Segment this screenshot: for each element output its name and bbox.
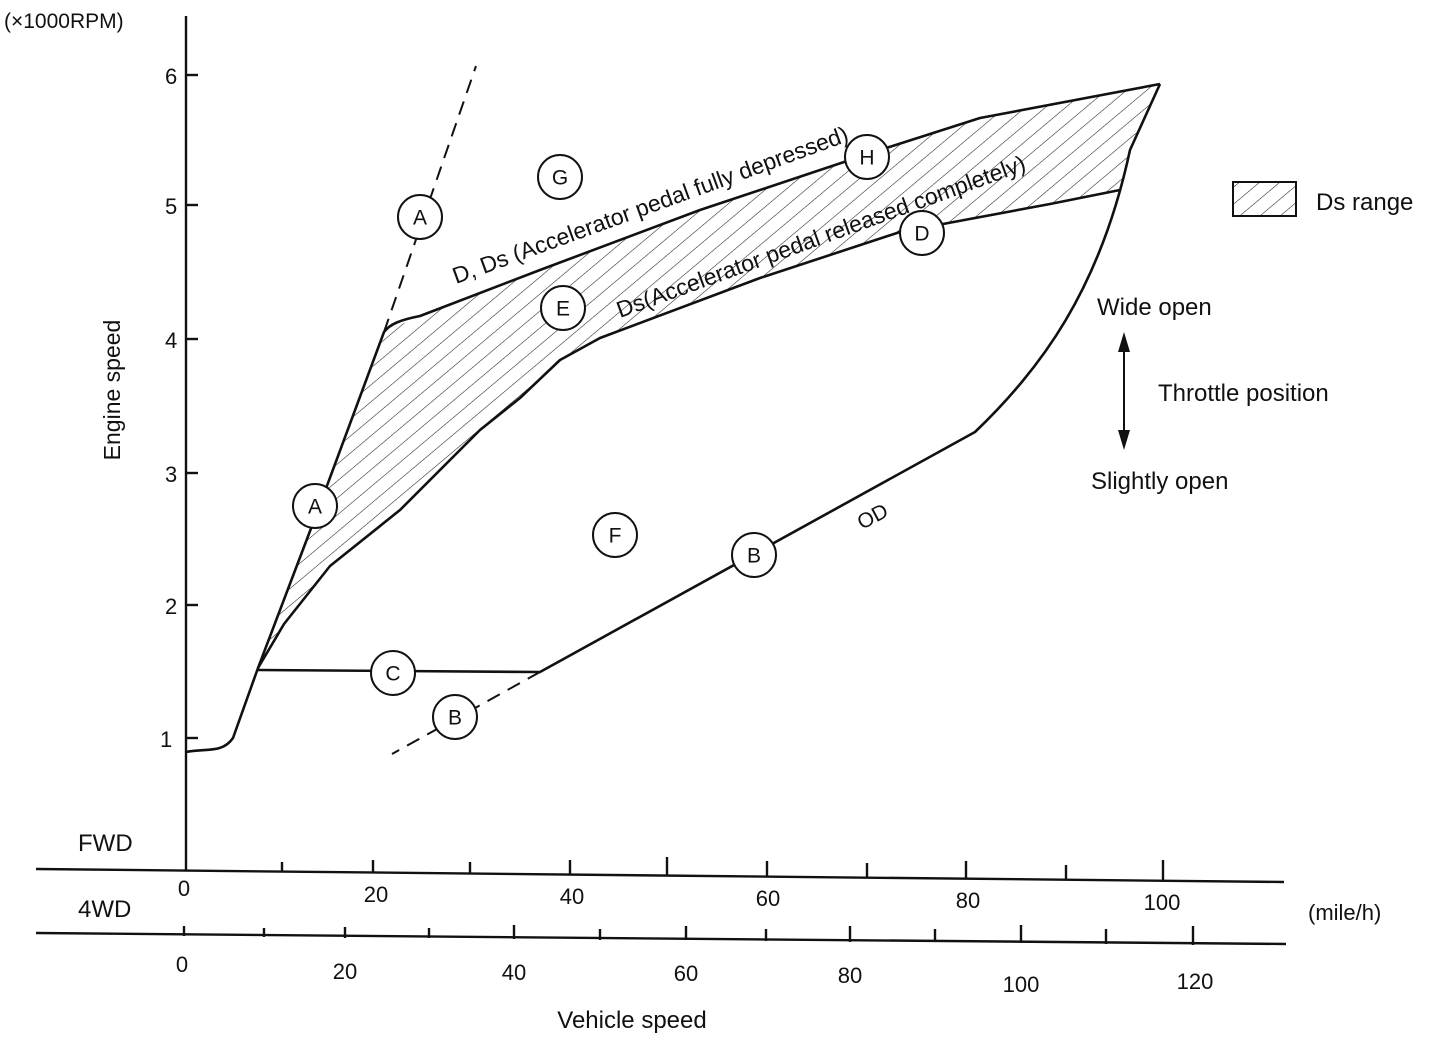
svg-text:F: F <box>609 525 622 548</box>
awd-axis-line <box>35 931 1287 946</box>
awd-tick-label-20: 20 <box>333 959 357 984</box>
marker-c: C <box>370 650 416 696</box>
x-axis-title: Vehicle speed <box>557 1007 706 1034</box>
fwd-tick-label-100: 100 <box>1144 890 1181 915</box>
od-curve <box>257 83 1162 674</box>
lower-b-dashed-line <box>391 671 541 755</box>
marker-a-upper: A <box>397 194 443 240</box>
svg-text:H: H <box>859 147 874 170</box>
legend-label: Ds range <box>1316 189 1413 216</box>
y-tick-label-3: 3 <box>165 462 177 487</box>
svg-text:G: G <box>552 167 568 190</box>
y-tick-label-6: 6 <box>165 64 177 89</box>
y-axis-ticks <box>186 73 198 740</box>
awd-tick-label-40: 40 <box>502 960 526 985</box>
throttle-position-label: Throttle position <box>1158 380 1329 407</box>
svg-text:C: C <box>385 663 400 686</box>
marker-b-lower: B <box>432 694 478 740</box>
svg-text:A: A <box>413 207 427 230</box>
legend-swatch <box>1232 181 1297 217</box>
y-tick-label-1: 1 <box>160 727 172 752</box>
awd-tick-label-0: 0 <box>176 952 188 977</box>
marker-d: D <box>899 210 945 256</box>
awd-tick-label-80: 80 <box>838 963 862 988</box>
svg-text:E: E <box>556 298 570 321</box>
fwd-axis-ticks <box>280 857 1165 881</box>
throttle-slightly-open-label: Slightly open <box>1091 468 1228 495</box>
fwd-tick-label-80: 80 <box>956 888 980 913</box>
marker-f: F <box>592 512 638 558</box>
awd-tick-label-100: 100 <box>1003 972 1040 997</box>
marker-a-lower: A <box>292 483 338 529</box>
y-tick-label-4: 4 <box>165 328 177 353</box>
marker-e: E <box>540 285 586 331</box>
svg-text:D: D <box>914 223 929 246</box>
throttle-annotation: Wide open Throttle position Slightly ope… <box>1091 294 1329 495</box>
rpm-unit-label: (×1000RPM) <box>4 10 124 33</box>
awd-label: 4WD <box>78 896 131 923</box>
throttle-arrow-up-icon <box>1118 332 1130 352</box>
y-axis-title: Engine speed <box>99 320 125 461</box>
fwd-label: FWD <box>78 830 133 857</box>
fwd-tick-label-0: 0 <box>178 876 190 901</box>
svg-text:B: B <box>448 707 462 730</box>
svg-text:B: B <box>747 545 761 568</box>
awd-tick-label-60: 60 <box>674 961 698 986</box>
throttle-arrow-down-icon <box>1118 430 1130 450</box>
legend: Ds range <box>1232 181 1413 217</box>
od-label: OD <box>854 499 893 534</box>
fwd-tick-label-20: 20 <box>364 882 388 907</box>
svg-text:A: A <box>308 496 322 519</box>
throttle-wide-open-label: Wide open <box>1097 294 1212 321</box>
fwd-tick-label-60: 60 <box>756 886 780 911</box>
y-tick-label-5: 5 <box>165 194 177 219</box>
marker-b-upper: B <box>731 532 777 578</box>
awd-tick-label-120: 120 <box>1177 969 1214 994</box>
marker-g: G <box>537 154 583 200</box>
fwd-tick-label-40: 40 <box>560 884 584 909</box>
fwd-axis-line <box>35 867 1285 884</box>
y-tick-label-2: 2 <box>165 594 177 619</box>
speed-unit-label: (mile/h) <box>1308 900 1381 925</box>
marker-h: H <box>844 134 890 180</box>
awd-axis-ticks <box>182 925 1195 945</box>
ds-range-band <box>258 84 1160 668</box>
